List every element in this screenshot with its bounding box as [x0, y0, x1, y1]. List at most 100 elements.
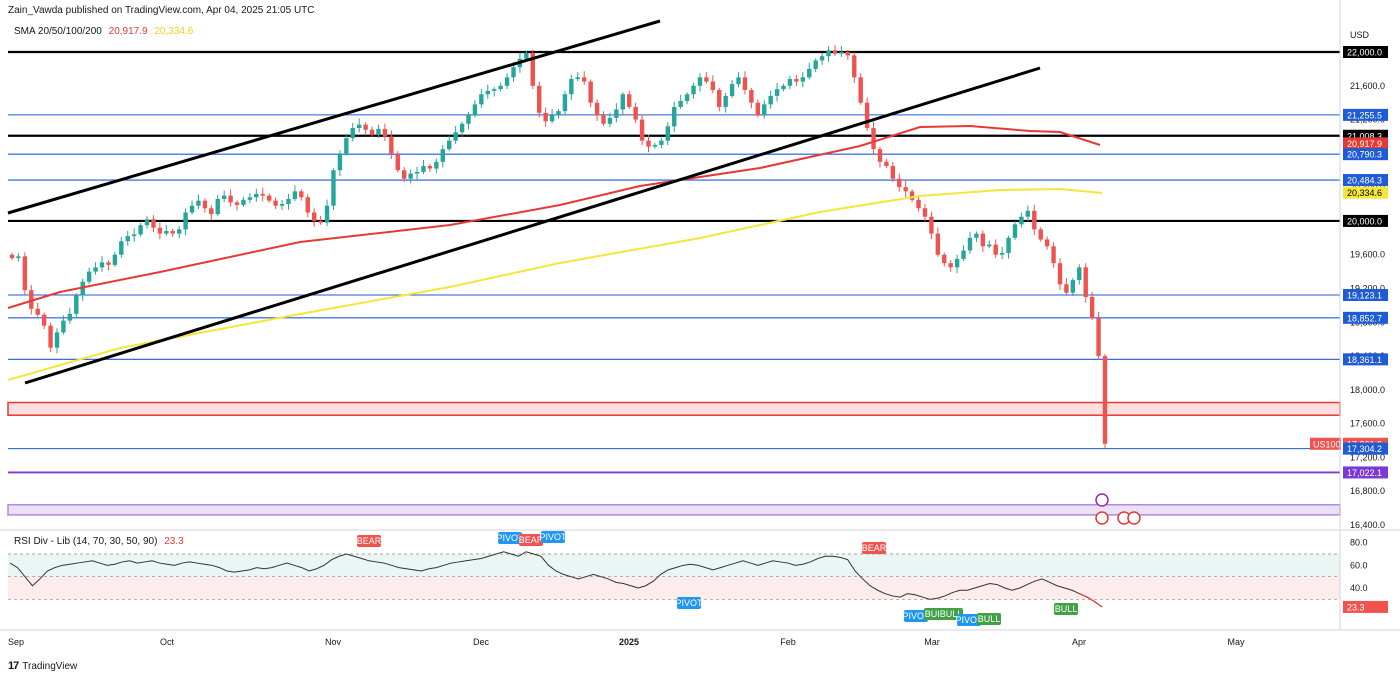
candle-body — [588, 81, 593, 103]
price-label-text: 18,361.1 — [1347, 355, 1382, 365]
x-axis-label: Oct — [160, 637, 175, 647]
candle-body — [1070, 280, 1076, 293]
candle-body — [614, 109, 619, 118]
candle-body — [48, 325, 53, 348]
rsi-upper-band — [8, 554, 1340, 577]
candle-body — [331, 170, 336, 206]
candle-body — [980, 233, 986, 247]
candle-body — [916, 199, 921, 209]
rsi-line — [9, 551, 1103, 608]
signal-bear — [519, 534, 543, 546]
rsi-legend[interactable]: RSI Div - Lib (14, 70, 30, 50, 90) 23.3 — [14, 536, 184, 547]
candle-body — [170, 231, 175, 234]
candle-body — [337, 153, 343, 171]
x-axis-label: Mar — [924, 637, 940, 647]
candle-body — [1012, 224, 1018, 238]
sma-yellow-line — [7, 187, 1103, 381]
signal-label: PIVOT — [902, 611, 930, 621]
candle-body — [524, 52, 529, 59]
y-tick-label: 17,600.0 — [1350, 419, 1385, 429]
candle-body — [311, 212, 317, 221]
candle-body — [903, 187, 908, 192]
candle-body — [672, 106, 677, 127]
candle-body — [723, 95, 728, 107]
candle-body — [363, 124, 368, 130]
x-axis-label: Sep — [8, 637, 24, 647]
y-tick-label: 16,400.0 — [1350, 520, 1385, 530]
candle-body — [459, 123, 465, 133]
us-flag-event-icon — [1095, 511, 1109, 525]
candle-body — [279, 204, 285, 206]
candle-body — [684, 94, 690, 101]
candle-body — [9, 254, 15, 259]
candle-body — [228, 195, 233, 203]
candle-body — [999, 253, 1005, 255]
price-label-badge — [1343, 186, 1388, 199]
trendline-upper — [7, 19, 661, 215]
candle-body — [376, 128, 381, 135]
candle-body — [1044, 239, 1050, 247]
candle-body — [704, 77, 709, 82]
candle-body — [864, 102, 870, 129]
price-label-text: 20,000.0 — [1347, 216, 1382, 226]
signal-label: BULL — [1055, 604, 1078, 614]
candle-body — [119, 241, 124, 255]
candle-body — [1102, 356, 1108, 444]
lightning-event-icon — [1095, 493, 1109, 507]
candle-body — [665, 126, 670, 141]
candle-body — [717, 90, 722, 107]
candle-body — [234, 202, 240, 205]
candle-body — [401, 170, 407, 179]
signal-bull — [977, 613, 1001, 625]
x-axis-label: Feb — [780, 637, 796, 647]
rsi-line-tail — [1079, 593, 1103, 608]
candle-body — [485, 90, 490, 95]
footer-brand: 17 TradingView — [8, 660, 77, 672]
candle-body — [157, 227, 163, 234]
candle-body — [305, 197, 310, 213]
candle-body — [710, 81, 716, 91]
candle-body — [131, 234, 137, 237]
candle-body — [266, 195, 272, 201]
price-label-text: 20,917.9 — [1347, 139, 1382, 149]
candle-body — [421, 166, 426, 172]
candle-body — [845, 52, 851, 56]
price-label-text: 22,000.0 — [1347, 48, 1382, 58]
candles — [9, 45, 1108, 449]
candle-body — [209, 208, 214, 215]
candle-body — [575, 77, 580, 80]
candle-body — [29, 290, 34, 309]
candle-body — [967, 237, 973, 251]
x-axis-label: May — [1227, 637, 1245, 647]
signal-bear — [357, 535, 381, 547]
sma-legend[interactable]: SMA 20/50/100/200 20,917.9 20,334.6 — [14, 26, 193, 37]
candle-body — [954, 258, 960, 268]
price-label-badge — [1343, 174, 1388, 187]
signal-label: BEAR — [357, 536, 382, 546]
price-label-text: 17,022.1 — [1347, 468, 1382, 478]
candle-body — [247, 197, 253, 200]
candle-body — [1038, 229, 1043, 240]
candle-body — [106, 262, 111, 265]
y-tick-label: 16,800.0 — [1350, 486, 1385, 496]
candle-body — [511, 67, 516, 78]
candle-body — [260, 193, 265, 196]
y-tick-label: 21,600.0 — [1350, 81, 1385, 91]
candle-body — [447, 140, 452, 150]
price-label-badge — [1343, 137, 1388, 150]
signal-label: BULL — [940, 609, 963, 619]
candle-body — [800, 77, 806, 82]
currency-label: USD — [1350, 30, 1370, 40]
candle-body — [768, 95, 773, 105]
candle-body — [1019, 216, 1024, 225]
candle-body — [67, 313, 73, 321]
candle-body — [852, 55, 857, 78]
rsi-legend-name: RSI Div - Lib (14, 70, 30, 50, 90) — [14, 536, 158, 547]
candle-body — [549, 115, 555, 122]
candle-body — [562, 94, 568, 112]
price-label-badge — [1343, 214, 1388, 227]
candle-body — [74, 295, 79, 314]
candle-body — [254, 193, 259, 198]
signal-label: BEAR — [862, 543, 887, 553]
